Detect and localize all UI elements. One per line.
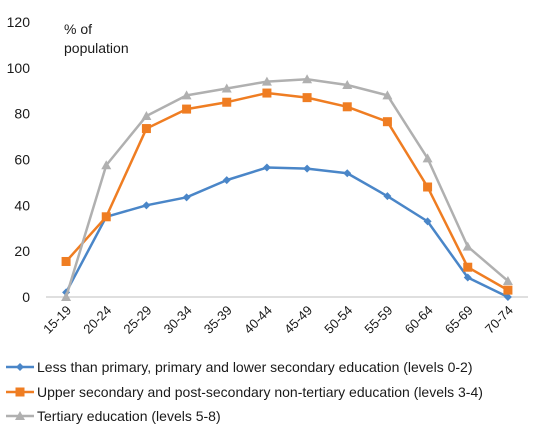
y-axis-label-line2: population [64,40,129,56]
legend: Less than primary, primary and lower sec… [6,359,483,424]
data-point [462,241,473,251]
x-tick-label: 60-64 [402,303,436,337]
x-tick-label: 45-49 [281,303,315,337]
data-point [383,192,392,201]
data-point [101,160,112,170]
series-3 [61,74,513,301]
legend-item-2: Upper secondary and post-secondary non-t… [6,384,483,400]
data-point [181,90,192,100]
legend-item-1: Less than primary, primary and lower sec… [6,359,473,375]
series-line [64,166,509,299]
x-tick-label: 55-59 [361,303,395,337]
y-axis: 0 20 40 60 80 100 120 [7,14,31,305]
data-point [423,217,432,226]
data-point [382,117,392,127]
x-tick-label: 30-34 [161,303,195,337]
x-tick-label: 70-74 [482,303,516,337]
legend-label: Tertiary education (levels 5-8) [37,408,221,424]
data-point [503,293,512,301]
data-point [142,201,151,210]
legend-label: Upper secondary and post-secondary non-t… [37,384,483,400]
data-point [302,93,312,103]
data-point [342,102,352,112]
series-line [64,78,509,298]
y-tick-label: 0 [22,289,30,305]
x-tick-label: 15-19 [40,303,74,337]
x-tick-label: 20-24 [80,303,114,337]
x-tick-label: 50-54 [321,303,355,337]
y-axis-label-line1: % of [64,21,92,37]
data-point [141,124,151,134]
legend-marker [16,363,24,371]
y-tick-label: 100 [7,60,31,76]
data-point [343,169,352,178]
y-tick-label: 20 [14,243,30,259]
data-point [182,104,192,114]
x-tick-label: 35-39 [201,303,235,337]
legend-marker [15,387,25,397]
data-point [141,110,152,120]
data-point [222,176,231,185]
data-point [502,275,513,285]
data-point [61,292,72,301]
data-point [503,285,513,295]
data-point [423,182,433,192]
data-point [101,212,111,222]
data-point [302,74,313,84]
legend-marker [15,411,25,420]
data-point [262,163,271,172]
x-axis-ticks: 15-19 20-24 25-29 30-34 35-39 40-44 45-49 50-54… [40,303,516,337]
y-tick-label: 80 [14,106,30,122]
y-tick-label: 60 [14,152,30,168]
y-tick-label: 120 [7,14,31,30]
data-point [342,80,353,90]
series-line [65,91,509,292]
data-point [61,256,71,266]
data-point [382,90,393,100]
series-2 [61,88,513,295]
x-tick-label: 25-29 [120,303,154,337]
legend-label: Less than primary, primary and lower sec… [37,359,473,375]
data-point [222,97,232,107]
data-point [261,76,272,86]
x-tick-label: 65-69 [442,303,476,337]
plot-series [61,74,513,301]
data-point [262,88,272,98]
series-1 [62,163,512,301]
y-tick-label: 40 [14,197,30,213]
data-point [422,153,433,163]
data-point [463,262,473,272]
data-point [182,193,191,202]
x-tick-label: 40-44 [241,303,275,337]
legend-item-3: Tertiary education (levels 5-8) [6,408,221,424]
data-point [303,164,312,173]
data-point [463,273,472,282]
data-point [221,83,232,93]
